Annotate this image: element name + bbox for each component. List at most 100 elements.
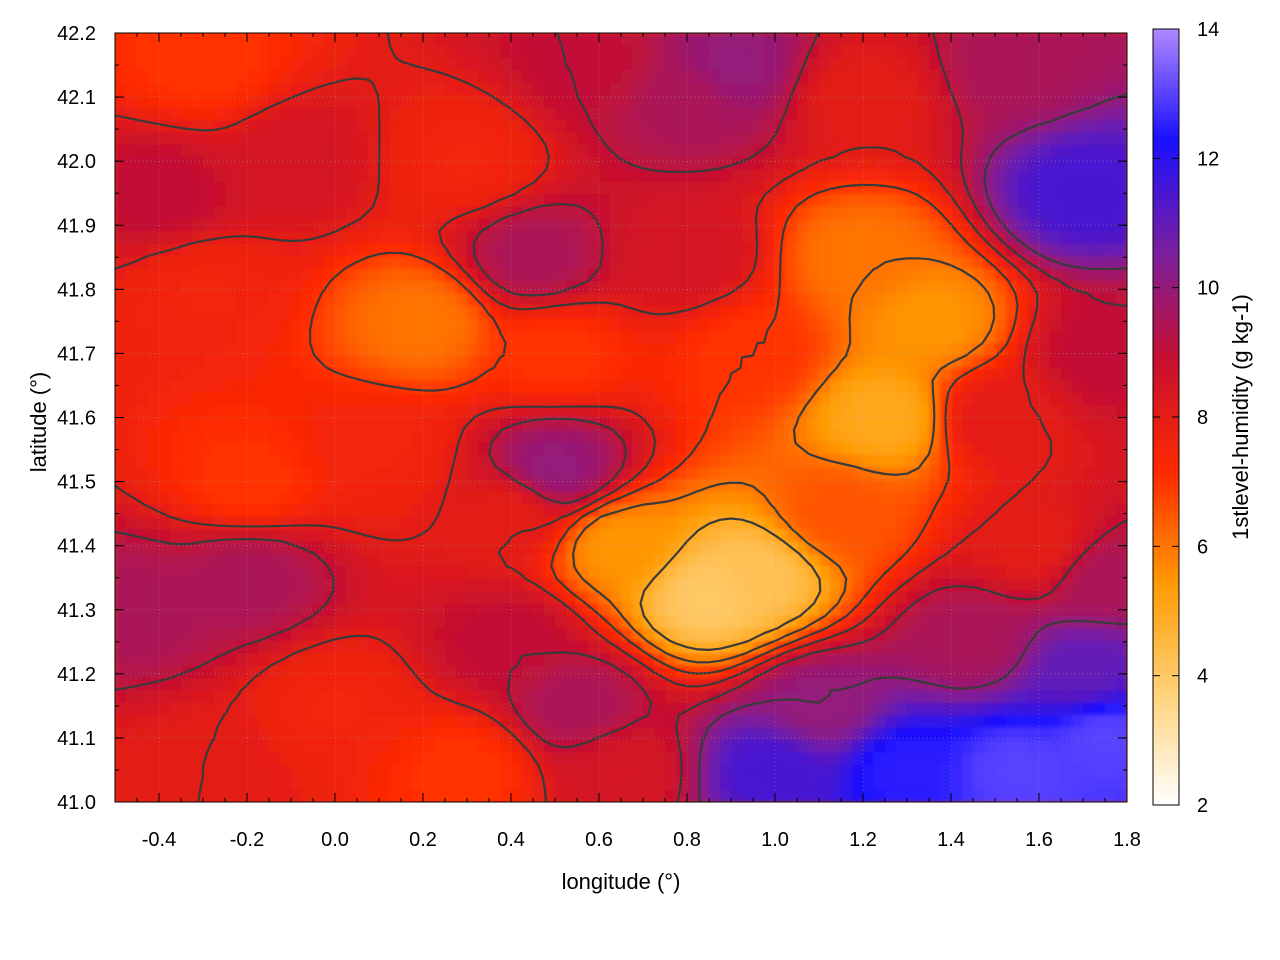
- field-cell: [1039, 132, 1051, 146]
- field-cell: [632, 256, 644, 270]
- field-cell: [577, 529, 589, 543]
- field-cell: [1050, 57, 1062, 72]
- field-cell: [720, 293, 732, 307]
- field-cell: [368, 243, 380, 258]
- field-cell: [929, 45, 941, 59]
- field-cell: [731, 169, 743, 183]
- field-cell: [412, 690, 424, 704]
- field-cell: [269, 206, 281, 220]
- field-cell: [863, 243, 875, 258]
- field-cell: [522, 628, 534, 642]
- field-cell: [467, 132, 479, 146]
- field-cell: [720, 169, 732, 183]
- field-cell: [687, 628, 699, 642]
- field-cell: [412, 578, 424, 592]
- field-cell: [467, 157, 479, 171]
- field-cell: [159, 429, 171, 444]
- field-cell: [181, 157, 193, 171]
- field-cell: [379, 119, 391, 134]
- field-cell: [1072, 504, 1084, 518]
- field-cell: [137, 95, 149, 109]
- field-cell: [742, 429, 754, 444]
- field-cell: [214, 677, 226, 692]
- field-cell: [929, 107, 941, 121]
- field-cell: [357, 330, 369, 344]
- field-cell: [1039, 491, 1051, 506]
- field-cell: [797, 206, 809, 220]
- field-cell: [643, 504, 655, 518]
- field-cell: [1017, 380, 1029, 394]
- field-cell: [225, 157, 237, 171]
- field-cell: [709, 219, 721, 233]
- field-cell: [720, 119, 732, 134]
- field-cell: [808, 628, 820, 642]
- field-cell: [1028, 429, 1040, 444]
- field-cell: [753, 268, 765, 282]
- field-cell: [324, 219, 336, 233]
- field-cell: [357, 181, 369, 196]
- field-cell: [1039, 181, 1051, 196]
- field-cell: [775, 107, 787, 121]
- field-cell: [643, 82, 655, 96]
- field-cell: [434, 578, 446, 592]
- field-cell: [203, 243, 215, 258]
- field-cell: [632, 219, 644, 233]
- field-cell: [390, 181, 402, 196]
- field-cell: [544, 82, 556, 96]
- field-cell: [918, 417, 930, 431]
- field-cell: [203, 504, 215, 518]
- field-cell: [577, 194, 589, 208]
- field-cell: [258, 702, 270, 716]
- field-cell: [665, 665, 677, 679]
- field-cell: [489, 33, 501, 47]
- field-cell: [1028, 231, 1040, 245]
- field-cell: [1061, 504, 1073, 518]
- field-cell: [1083, 417, 1095, 431]
- field-cell: [159, 640, 171, 654]
- field-cell: [665, 355, 677, 369]
- field-cell: [786, 640, 798, 654]
- field-cell: [555, 591, 567, 605]
- field-cell: [148, 541, 160, 555]
- field-cell: [588, 628, 600, 642]
- field-cell: [357, 119, 369, 134]
- field-cell: [335, 157, 347, 171]
- field-cell: [1116, 231, 1127, 245]
- field-cell: [511, 603, 523, 617]
- field-cell: [126, 405, 138, 419]
- field-cell: [830, 429, 842, 444]
- field-cell: [1061, 429, 1073, 444]
- field-cell: [126, 628, 138, 642]
- field-cell: [544, 95, 556, 109]
- field-cell: [478, 442, 490, 456]
- field-cell: [610, 256, 622, 270]
- field-cell: [852, 591, 864, 605]
- field-cell: [544, 281, 556, 295]
- field-cell: [423, 690, 435, 704]
- field-cell: [181, 553, 193, 568]
- field-cell: [412, 281, 424, 295]
- field-cell: [368, 157, 380, 171]
- field-cell: [610, 206, 622, 220]
- field-cell: [313, 665, 325, 679]
- field-cell: [764, 479, 776, 493]
- field-cell: [764, 628, 776, 642]
- field-cell: [1105, 281, 1117, 295]
- field-cell: [291, 57, 303, 72]
- field-cell: [698, 82, 710, 96]
- field-cell: [203, 194, 215, 208]
- field-cell: [313, 405, 325, 419]
- field-cell: [797, 504, 809, 518]
- field-cell: [456, 467, 468, 481]
- field-cell: [676, 429, 688, 444]
- field-cell: [379, 343, 391, 357]
- field-cell: [731, 380, 743, 394]
- field-cell: [390, 640, 402, 654]
- field-cell: [137, 281, 149, 295]
- field-cell: [313, 454, 325, 468]
- field-cell: [841, 603, 853, 617]
- field-cell: [126, 429, 138, 444]
- field-cell: [247, 454, 259, 468]
- field-cell: [665, 194, 677, 208]
- field-cell: [357, 107, 369, 121]
